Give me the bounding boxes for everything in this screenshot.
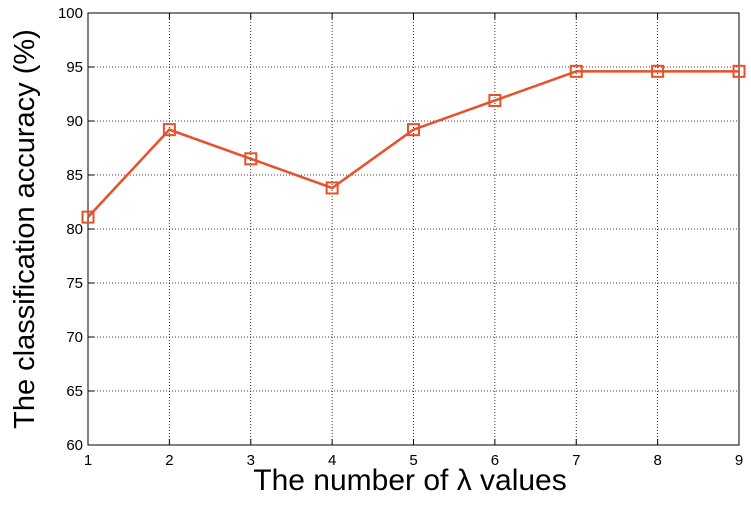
marker <box>81 210 95 224</box>
x-tick-label: 2 <box>165 452 173 469</box>
marker <box>244 152 258 166</box>
x-tick-label: 6 <box>491 452 499 469</box>
x-tick-label: 9 <box>735 452 743 469</box>
y-tick-label: 90 <box>66 113 83 130</box>
x-tick-label: 4 <box>328 452 336 469</box>
y-tick-label: 75 <box>66 275 83 292</box>
y-tick-label: 65 <box>66 383 83 400</box>
x-tick-label: 1 <box>84 452 92 469</box>
y-tick-label: 95 <box>66 59 83 76</box>
x-tick-label: 8 <box>653 452 661 469</box>
x-axis-label: The number of λ values <box>253 464 567 497</box>
marker <box>325 181 339 195</box>
y-tick-label: 60 <box>66 437 83 454</box>
marker <box>732 64 746 78</box>
x-tick-label: 3 <box>247 452 255 469</box>
marker <box>569 64 583 78</box>
marker <box>488 93 502 107</box>
x-tick-label: 5 <box>409 452 417 469</box>
y-tick-label: 80 <box>66 221 83 238</box>
plot-frame <box>87 12 740 446</box>
series-line <box>87 70 739 218</box>
y-axis-label: The classification accuracy (%) <box>9 29 41 429</box>
marker <box>651 64 665 78</box>
x-tick-label: 7 <box>572 452 580 469</box>
y-tick-label: 100 <box>58 5 83 22</box>
marker <box>407 123 420 137</box>
y-tick-label: 85 <box>66 167 83 184</box>
marker <box>162 123 176 137</box>
y-tick-label: 70 <box>66 329 83 346</box>
